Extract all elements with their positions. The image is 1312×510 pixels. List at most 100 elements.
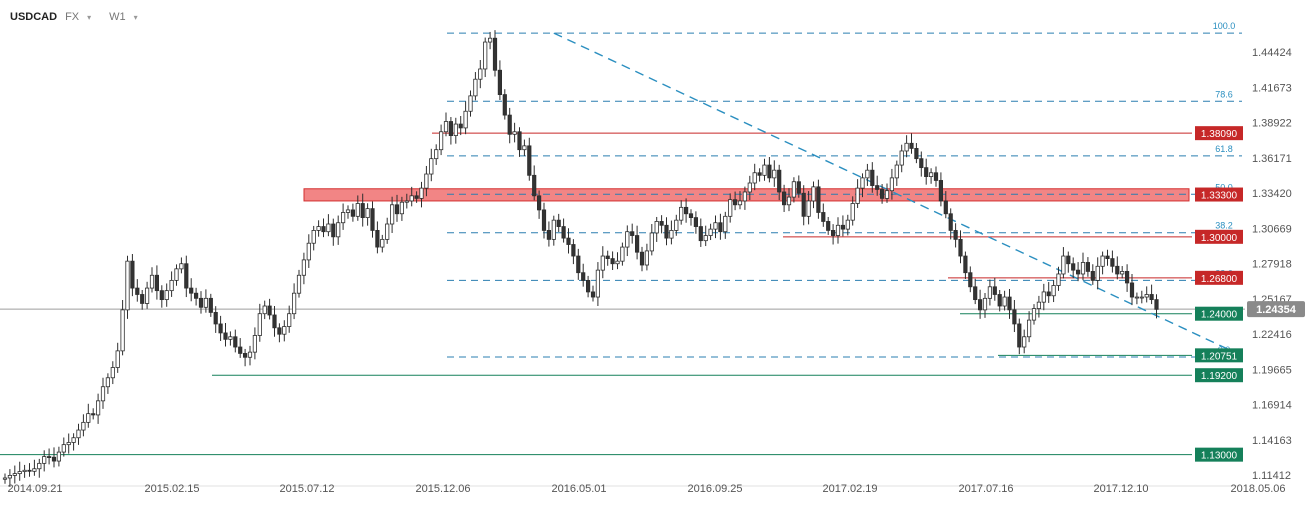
candle[interactable] [278,328,281,334]
candle[interactable] [753,173,756,183]
candle[interactable] [1062,256,1065,274]
candle[interactable] [121,310,124,351]
candle[interactable] [160,291,163,300]
candle[interactable] [572,245,575,257]
candle[interactable] [52,457,55,461]
candle[interactable] [542,210,545,231]
candle[interactable] [1135,297,1138,298]
candle[interactable] [209,298,212,312]
candle[interactable] [464,111,467,128]
candle[interactable] [792,182,795,197]
candle[interactable] [939,180,942,201]
candle[interactable] [302,260,305,275]
candle[interactable] [346,210,349,213]
candle[interactable] [430,159,433,174]
candle[interactable] [1052,286,1055,296]
candle[interactable] [640,252,643,265]
candle[interactable] [670,230,673,238]
candle[interactable] [934,173,937,181]
candle[interactable] [778,170,781,192]
candle[interactable] [253,335,256,352]
candle[interactable] [87,414,90,423]
candle[interactable] [72,438,75,443]
candle[interactable] [856,188,859,203]
market-chevron-down-icon[interactable]: ▾ [87,13,91,22]
candle[interactable] [444,122,447,132]
candle[interactable] [812,187,815,201]
candle[interactable] [733,200,736,205]
candle[interactable] [1116,266,1119,274]
candle[interactable] [386,224,389,239]
candle[interactable] [498,70,501,94]
candle[interactable] [400,202,403,214]
candle[interactable] [841,225,844,229]
candle[interactable] [175,269,178,281]
candle[interactable] [317,227,320,231]
candle[interactable] [606,256,609,259]
candle[interactable] [479,69,482,79]
candle[interactable] [650,233,653,251]
interval-chevron-down-icon[interactable]: ▾ [134,13,138,22]
candle[interactable] [136,288,139,294]
candle[interactable] [562,227,565,239]
candle[interactable] [366,209,369,218]
candle[interactable] [758,173,761,176]
candle[interactable] [724,216,727,231]
candle[interactable] [773,170,776,178]
candle[interactable] [62,445,65,452]
candle[interactable] [1101,256,1104,266]
candle[interactable] [929,173,932,177]
candle[interactable] [126,261,129,310]
candle[interactable] [425,174,428,188]
candle[interactable] [876,186,879,190]
candle[interactable] [322,227,325,232]
candle[interactable] [435,150,438,159]
candle[interactable] [415,196,418,199]
candle[interactable] [626,232,629,247]
candle[interactable] [361,204,364,218]
candle[interactable] [390,205,393,224]
symbol-label[interactable]: USDCAD [10,11,57,23]
candle[interactable] [1086,262,1089,271]
candle[interactable] [420,188,423,198]
candle[interactable] [439,132,442,150]
candle[interactable] [1023,337,1026,347]
candle[interactable] [915,148,918,158]
candle[interactable] [356,204,359,217]
candle[interactable] [807,201,810,216]
candle[interactable] [1140,297,1143,298]
candle[interactable] [714,223,717,229]
candle[interactable] [47,457,50,458]
candle[interactable] [185,264,188,288]
candle[interactable] [552,220,555,239]
candle[interactable] [1067,256,1070,264]
candle[interactable] [243,353,246,357]
candle[interactable] [954,230,957,239]
candle[interactable] [351,210,354,216]
candle[interactable] [268,306,271,315]
candle[interactable] [978,300,981,310]
candle[interactable] [900,151,903,165]
candle[interactable] [234,337,237,347]
candle[interactable] [469,96,472,111]
candle[interactable] [802,193,805,216]
candle[interactable] [283,327,286,335]
candle[interactable] [880,189,883,198]
candle[interactable] [537,196,540,210]
candle[interactable] [684,207,687,213]
candle[interactable] [949,214,952,231]
candle[interactable] [332,224,335,237]
candle[interactable] [871,170,874,185]
candle[interactable] [611,259,614,264]
candle[interactable] [831,230,834,235]
candle[interactable] [292,293,295,314]
candle[interactable] [709,229,712,235]
candle[interactable] [106,378,109,387]
candle[interactable] [474,79,477,96]
candle[interactable] [327,224,330,232]
candle[interactable] [523,146,526,150]
candle[interactable] [239,347,242,353]
candle[interactable] [885,191,888,199]
candle[interactable] [782,192,785,205]
